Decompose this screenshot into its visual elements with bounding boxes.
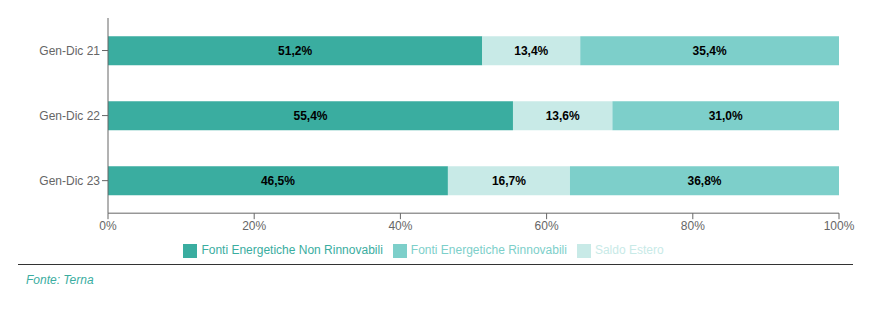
svg-text:60%: 60% <box>535 219 559 233</box>
svg-text:55,4%: 55,4% <box>293 109 327 123</box>
svg-text:40%: 40% <box>388 219 412 233</box>
html-text:Saldo Estero: Saldo Estero <box>594 243 664 258</box>
svg-text:100%: 100% <box>824 219 855 233</box>
svg-text:31,0%: 31,0% <box>709 109 743 123</box>
svg-text:Gen-Dic 22: Gen-Dic 22 <box>39 109 100 123</box>
svg-text:46,5%: 46,5% <box>261 174 295 188</box>
svg-text:35,4%: 35,4% <box>693 44 727 58</box>
svg-text:36,8%: 36,8% <box>687 174 721 188</box>
html-text:Fonti Energetiche Rinnovabili: Fonti Energetiche Rinnovabili <box>410 243 567 258</box>
svg-text:16,7%: 16,7% <box>492 174 526 188</box>
html-text:Fonte: Terna: Fonte: Terna <box>26 273 94 287</box>
html-text:Fonti Energetiche Non Rinnovab: Fonti Energetiche Non Rinnovabili <box>201 243 383 258</box>
svg-text:51,2%: 51,2% <box>278 44 312 58</box>
svg-text:13,6%: 13,6% <box>546 109 580 123</box>
svg-text:Gen-Dic 21: Gen-Dic 21 <box>39 44 100 58</box>
svg-text:0%: 0% <box>99 219 117 233</box>
svg-text:80%: 80% <box>681 219 705 233</box>
svg-text:13,4%: 13,4% <box>514 44 548 58</box>
svg-text:20%: 20% <box>242 219 266 233</box>
svg-text:Gen-Dic 23: Gen-Dic 23 <box>39 174 100 188</box>
